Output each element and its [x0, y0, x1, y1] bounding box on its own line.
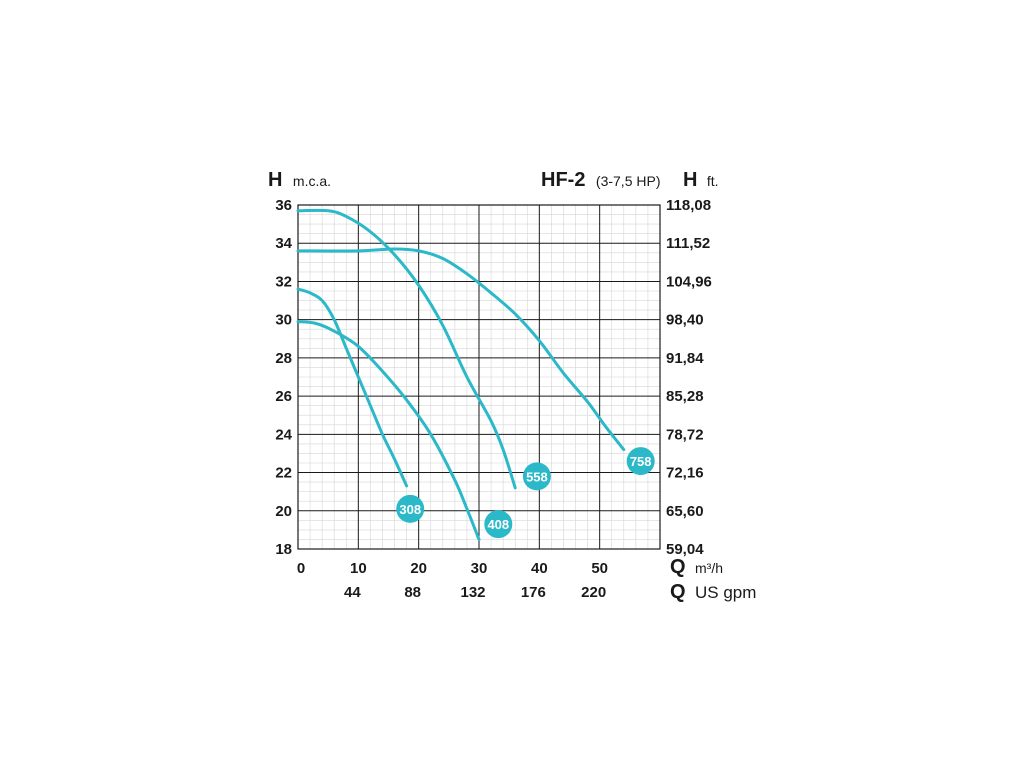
x-secondary-unit: US gpm: [695, 583, 756, 602]
y-right-tick-label: 118,08: [666, 197, 711, 214]
badge-label: 558: [526, 469, 548, 484]
pump-curve-558: [296, 208, 517, 490]
pump-curve-308: [296, 287, 409, 488]
x-m3h-tick-label: 10: [350, 560, 367, 577]
curve-badges: 308 408 558 758: [396, 447, 655, 539]
y-right-symbol: H: [683, 169, 697, 191]
y-right-tick-label: 98,40: [666, 312, 704, 329]
badge-label: 758: [630, 454, 652, 469]
badge-circle: [484, 510, 513, 539]
chart-title-group: HF-2 (3-7,5 HP): [541, 169, 660, 191]
y-right-unit: ft.: [707, 173, 719, 189]
curve-badge-558: 558: [522, 462, 551, 491]
y-left-tick-label: 20: [275, 503, 292, 520]
y-left-tick-label: 30: [275, 312, 292, 329]
x-m3h-tick-label: 40: [531, 560, 548, 577]
y-right-tick-label: 78,72: [666, 426, 704, 443]
x-usgpm-tick-label: 44: [344, 584, 361, 601]
badge-label: 308: [399, 502, 421, 517]
y-left-symbol: H: [268, 169, 282, 191]
badge-label: 408: [487, 517, 509, 532]
x-axis-secondary-label: Q US gpm: [670, 581, 756, 603]
x-secondary-symbol: Q: [670, 581, 686, 603]
pump-curve-408: [296, 320, 481, 541]
y-left-tick-label: 24: [275, 426, 292, 443]
x-m3h-tick-label: 20: [410, 560, 427, 577]
y-right-tick-label: 111,52: [666, 235, 710, 252]
x-usgpm-tick-label: 176: [521, 584, 546, 601]
plot-frame: [297, 204, 661, 550]
x-primary-symbol: Q: [670, 556, 686, 578]
y-left-tick-label: 32: [275, 273, 292, 290]
y-right-tick-label: 59,04: [666, 541, 704, 558]
y-left-unit: m.c.a.: [293, 173, 331, 189]
x-m3h-tick-label: 30: [471, 560, 488, 577]
curve-badge-408: 408: [484, 510, 513, 539]
y-right-tick-label: 65,60: [666, 503, 704, 520]
badge-circle: [626, 447, 655, 476]
y-left-tick-label: 28: [275, 350, 292, 367]
chart-subtitle: (3-7,5 HP): [596, 173, 661, 189]
x-m3h-tick-label: 50: [591, 560, 608, 577]
x-axis-m3h-ticks: 0 10 20 30 40 50: [297, 560, 608, 577]
y-right-tick-label: 85,28: [666, 388, 704, 405]
y-right-tick-label: 72,16: [666, 465, 704, 482]
x-primary-unit: m³/h: [695, 560, 723, 576]
x-usgpm-tick-label: 88: [404, 584, 421, 601]
pump-curves: [296, 208, 626, 541]
y-left-tick-label: 26: [275, 388, 292, 405]
x-m3h-tick-label: 0: [297, 560, 305, 577]
y-left-tick-label: 34: [275, 235, 292, 252]
x-usgpm-tick-label: 220: [581, 584, 606, 601]
curve-badge-308: 308: [396, 494, 425, 523]
y-axis-right-ticks: 118,08 111,52 104,96 98,40 91,84 85,28 78,72 72…: [666, 197, 712, 558]
y-axis-left-label: H m.c.a.: [268, 169, 331, 191]
x-axis-usgpm-ticks: 44 88 132 176 220: [344, 584, 606, 601]
y-right-tick-label: 104,96: [666, 273, 712, 290]
y-left-tick-label: 18: [275, 541, 292, 558]
y-left-tick-label: 36: [275, 197, 292, 214]
y-left-tick-label: 22: [275, 465, 292, 482]
y-right-tick-label: 91,84: [666, 350, 704, 367]
chart-title: HF-2: [541, 169, 585, 191]
y-axis-right-label: H ft.: [683, 169, 719, 191]
badge-circle: [396, 494, 425, 523]
badge-circle: [522, 462, 551, 491]
y-axis-left-ticks: 36 34 32 30 28 26 24 22 20 18: [275, 197, 292, 558]
x-usgpm-tick-label: 132: [460, 584, 485, 601]
x-axis-primary-label: Q m³/h: [670, 556, 723, 578]
pump-curve-758: [296, 247, 626, 452]
curve-badge-758: 758: [626, 447, 655, 476]
